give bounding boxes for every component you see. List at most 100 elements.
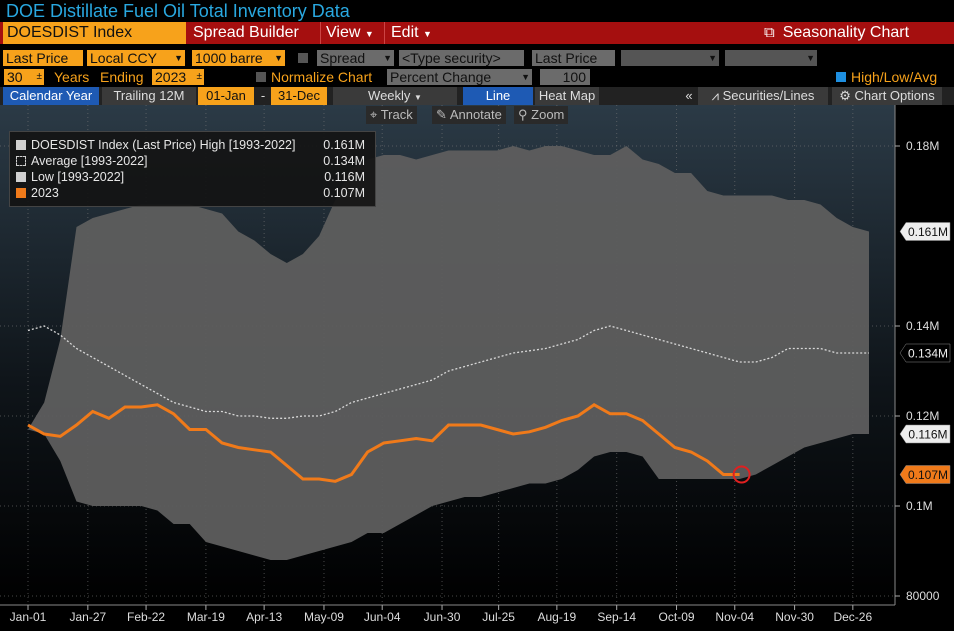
zoom-button[interactable]: ⚲ Zoom xyxy=(514,106,569,124)
spread-label: Spread xyxy=(320,50,366,66)
legend-value-low: 0.116M xyxy=(324,170,365,184)
spread-caret-icon: ▼ xyxy=(383,53,392,63)
end-date-field[interactable]: 31-Dec xyxy=(271,87,327,105)
annotate-label: Annotate xyxy=(449,107,502,122)
tab-line[interactable]: Line xyxy=(463,87,533,105)
legend-name-low: Low [1993-2022] xyxy=(31,170,125,184)
annotate-button[interactable]: ✎ Annotate xyxy=(432,106,506,124)
x-tick-label: Jan-01 xyxy=(10,610,47,624)
end-badge-low: 0.116M xyxy=(899,424,951,444)
x-tick-label: Nov-04 xyxy=(715,610,754,624)
x-tick-label: Jul-25 xyxy=(482,610,515,624)
pencil-icon: ✎ xyxy=(436,107,447,122)
price-field-select[interactable]: Last Price xyxy=(3,50,83,66)
spread-select[interactable]: Spread ▼ xyxy=(317,50,394,66)
securities-lines-button[interactable]: ⩘ Securities/Lines xyxy=(698,87,828,105)
edit-menu[interactable]: Edit ▼ xyxy=(384,22,447,44)
years-stepper[interactable]: 30 ± xyxy=(4,69,44,85)
normalize-value-input[interactable]: 100 xyxy=(540,69,590,85)
view-caret-icon: ▼ xyxy=(364,29,374,39)
window-title: DOE Distillate Fuel Oil Total Inventory … xyxy=(6,1,350,21)
hla-label: High/Low/Avg xyxy=(851,69,938,85)
lines-icon: ⩘ xyxy=(711,88,719,103)
magnifier-icon: ⚲ xyxy=(518,107,528,122)
legend-swatch-high xyxy=(16,140,26,150)
normalize-label: Normalize Chart xyxy=(271,69,373,85)
years-label: Years xyxy=(54,69,90,85)
ending-year-stepper-icon: ± xyxy=(196,71,203,82)
legend-name-2023: 2023 xyxy=(31,186,59,200)
x-tick-label: Oct-09 xyxy=(659,610,695,624)
end-badge-label: 0.116M xyxy=(908,428,947,442)
menu-bar: Spread Builder View ▼ Edit ▼ ⧉ Seasonalit… xyxy=(0,22,954,44)
empty-select-1[interactable]: ▼ xyxy=(621,50,719,66)
collapse-button[interactable]: « xyxy=(685,88,693,103)
price-field2-select[interactable]: Last Price xyxy=(532,50,615,66)
end-badge-current: 0.107M xyxy=(899,465,951,484)
gear-icon: ⚙ xyxy=(839,88,851,103)
years-value: 30 xyxy=(7,69,23,85)
ending-year-value: 2023 xyxy=(155,69,187,85)
x-tick-label: Nov-30 xyxy=(775,610,814,624)
x-tick-label: Mar-19 xyxy=(187,610,225,624)
x-tick-label: Aug-19 xyxy=(538,610,577,624)
legend-item-average: Average [1993-2022] 0.134M xyxy=(16,153,371,169)
tab-heat-map[interactable]: Heat Map xyxy=(535,87,599,105)
years-stepper-icon: ± xyxy=(36,71,43,82)
view-menu[interactable]: View ▼ xyxy=(320,22,396,44)
end-badge-shape xyxy=(899,465,951,484)
end-badge-label: 0.161M xyxy=(908,225,948,239)
empty-select-2[interactable]: ▼ xyxy=(725,50,817,66)
normalize-mode-select[interactable]: Percent Change ▼ xyxy=(387,69,532,85)
normalize-mode-label: Percent Change xyxy=(390,69,492,85)
normalize-checkbox[interactable] xyxy=(256,72,266,82)
security-field[interactable]: DOESDIST Index xyxy=(3,22,186,44)
type-security-input[interactable]: <Type security> xyxy=(399,50,524,66)
average-series-line xyxy=(27,325,869,419)
normalize-caret-icon: ▼ xyxy=(521,72,530,82)
x-axis-ticks: Jan-01 Jan-27 Feb-22 Mar-19 Apr-13 May-09 Jun-… xyxy=(10,605,872,624)
tab-trailing-12m[interactable]: Trailing 12M xyxy=(102,87,196,105)
hla-checkbox[interactable] xyxy=(836,72,846,82)
seasonality-chart-label: Seasonality Chart xyxy=(782,24,910,41)
edit-caret-icon: ▼ xyxy=(423,29,432,39)
track-button[interactable]: ⌖ Track xyxy=(366,106,417,124)
start-date-field[interactable]: 01-Jan xyxy=(198,87,254,105)
tab-calendar-year[interactable]: Calendar Year xyxy=(3,87,99,105)
y-axis-ticks: 0.18M 0.14M 0.12M 0.1M 80000 xyxy=(895,139,940,603)
empty-select-2-caret-icon: ▼ xyxy=(806,53,815,63)
y-tick-label: 0.12M xyxy=(906,409,939,423)
view-menu-label: View xyxy=(326,24,361,41)
end-badge-shape xyxy=(899,343,951,363)
toolbar-row-2: 30 ± Years Ending 2023 ± Normalize Chart P… xyxy=(0,69,954,87)
x-tick-label: Sep-14 xyxy=(597,610,636,624)
currency-label: Local CCY xyxy=(90,50,157,66)
currency-caret-icon: ▼ xyxy=(174,53,183,63)
ending-year-stepper[interactable]: 2023 ± xyxy=(152,69,204,85)
current-point-marker xyxy=(732,465,751,484)
frequency-caret-icon: ▼ xyxy=(414,93,422,102)
y-tick-label: 0.1M xyxy=(906,499,933,513)
legend-item-low: Low [1993-2022] 0.116M xyxy=(16,169,371,185)
legend-swatch-2023 xyxy=(16,188,26,198)
spread-builder-menu[interactable]: Spread Builder xyxy=(193,24,299,41)
spread-checkbox[interactable] xyxy=(298,53,308,63)
crosshair-icon: ⌖ xyxy=(370,107,378,122)
legend-swatch-average xyxy=(16,156,26,166)
x-tick-label: May-09 xyxy=(304,610,344,624)
currency-select[interactable]: Local CCY ▼ xyxy=(87,50,185,66)
popout-icon[interactable]: ⧉ xyxy=(764,24,775,41)
y-tick-label: 80000 xyxy=(906,589,940,603)
end-value-badges: 0.161M 0.134M 0.116M 0.107M xyxy=(899,222,951,484)
end-badge-label: 0.107M xyxy=(908,468,948,482)
chart-options-button[interactable]: ⚙ Chart Options xyxy=(832,87,942,105)
end-badge-label: 0.134M xyxy=(908,347,948,361)
frequency-select[interactable]: Weekly ▼ xyxy=(333,87,457,105)
chart-legend[interactable]: DOESDIST Index (Last Price) High [1993-2… xyxy=(9,131,376,207)
zoom-label: Zoom xyxy=(531,107,565,122)
legend-value-2023: 0.107M xyxy=(323,186,365,200)
legend-name-high: DOESDIST Index (Last Price) High [1993-2… xyxy=(31,138,296,152)
legend-swatch-low xyxy=(16,172,26,182)
high-low-band xyxy=(28,146,869,560)
units-select[interactable]: 1000 barre ▼ xyxy=(192,50,285,66)
